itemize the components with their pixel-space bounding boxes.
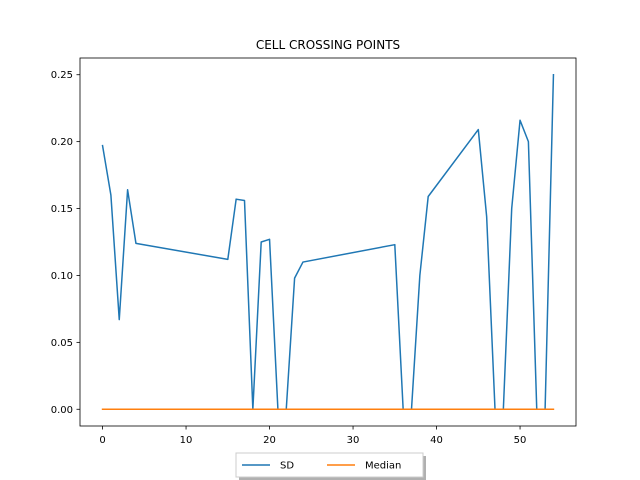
- y-axis-ticks: 0.00 0.05 0.10 0.15 0.20 0.25: [51, 70, 80, 416]
- series-layer: [101, 73, 555, 411]
- y-tick-label: 0.10: [51, 271, 73, 282]
- x-tick-label: 30: [347, 435, 360, 446]
- x-tick-label: 40: [430, 435, 443, 446]
- y-tick-label: 0.20: [51, 137, 73, 148]
- series-line-sd: [101, 73, 555, 411]
- legend-label-median: Median: [365, 461, 401, 472]
- y-tick-label: 0.05: [51, 338, 73, 349]
- x-tick-label: 10: [180, 435, 193, 446]
- chart-title: CELL CROSSING POINTS: [256, 38, 400, 52]
- legend-label-sd: SD: [280, 461, 294, 472]
- y-tick-label: 0.25: [51, 70, 73, 81]
- legend: SD Median: [235, 452, 426, 480]
- y-tick-label: 0.15: [51, 204, 73, 215]
- x-tick-label: 20: [263, 435, 276, 446]
- y-tick-label: 0.00: [51, 405, 73, 416]
- x-tick-label: 50: [514, 435, 527, 446]
- plot-frame: [79, 57, 577, 427]
- x-axis-ticks: 0 10 20 30 40 50: [99, 426, 526, 446]
- x-tick-label: 0: [99, 435, 105, 446]
